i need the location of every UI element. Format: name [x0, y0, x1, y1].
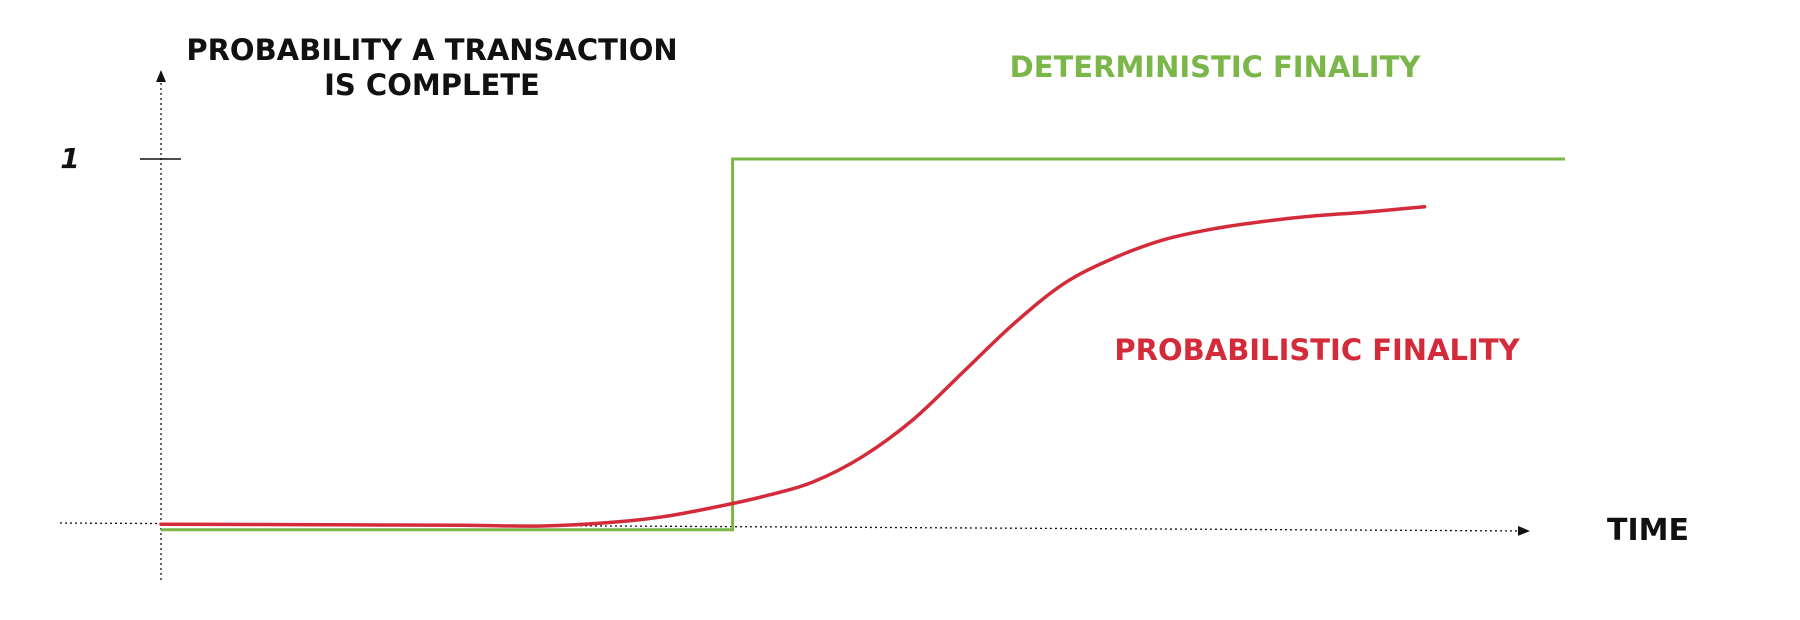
y-axis-title-line-1: PROBABILITY A TRANSACTION: [186, 33, 677, 67]
series-label-deterministic: DETERMINISTIC FINALITY: [1010, 50, 1422, 84]
y-tick-label: 1: [60, 142, 79, 175]
y-axis-title-line-2: IS COMPLETE: [324, 68, 540, 102]
series-line-probabilistic: [159, 204, 1427, 528]
series-line-deterministic: [161, 157, 1565, 532]
x-axis-title: TIME: [1607, 513, 1689, 548]
series-label-probabilistic: PROBABILISTIC FINALITY: [1114, 333, 1520, 367]
